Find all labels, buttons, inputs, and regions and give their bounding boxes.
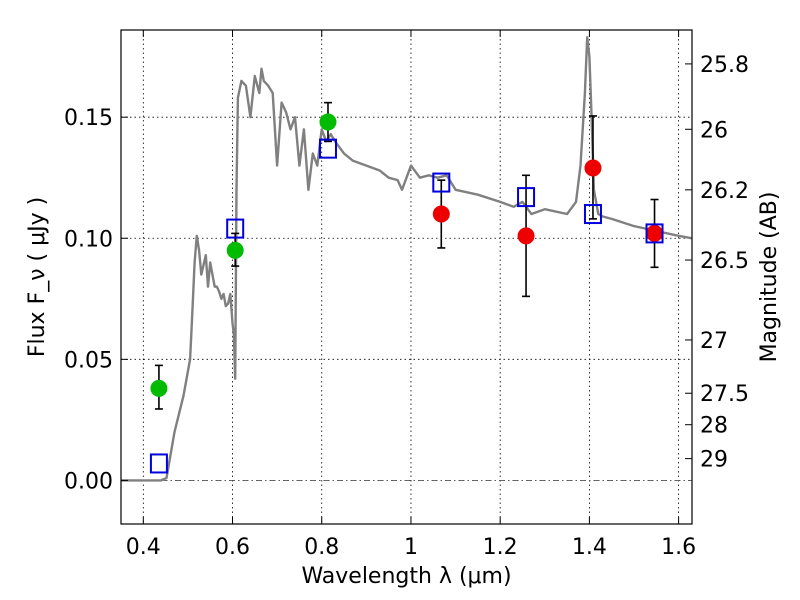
mag-tick-label: 28 <box>700 414 728 439</box>
model-point <box>432 172 451 193</box>
mag-tick-label: 29 <box>700 448 728 473</box>
spectrum-line <box>121 36 693 482</box>
y-tick-label: 0.00 <box>64 469 113 494</box>
data-point <box>432 205 450 223</box>
data-point <box>319 113 337 131</box>
model-spectrum <box>121 36 693 482</box>
model-point <box>149 453 168 474</box>
x-tick-label: 1.2 <box>483 535 518 560</box>
model-point <box>318 138 337 159</box>
plot-frame <box>120 29 693 525</box>
model-point <box>226 218 245 239</box>
model-point <box>583 204 602 225</box>
y-axis-label: Flux F_ν ( μJy ) <box>25 197 50 357</box>
data-point <box>150 379 168 397</box>
mag-tick-label: 25.8 <box>700 53 749 78</box>
y-tick-label: 0.10 <box>64 227 113 252</box>
mag-tick-label: 26.2 <box>700 179 749 204</box>
model-point <box>645 223 664 244</box>
tick-labels: 0.4 0.6 0.8 1 1.2 1.4 1.6 0.00 0.05 0.10 0.15 25.8 2… <box>64 53 749 560</box>
y-tick-label: 0.05 <box>64 348 113 373</box>
x-tick-label: 0.4 <box>126 535 161 560</box>
x-axis-label: Wavelength λ (μm) <box>301 564 511 589</box>
model-point <box>517 187 536 208</box>
mag-tick-label: 27.5 <box>700 382 749 407</box>
mag-tick-label: 27 <box>700 329 728 354</box>
axis-ticks <box>121 30 692 524</box>
data-point <box>226 241 244 259</box>
right-axis-label: Magnitude (AB) <box>757 192 782 363</box>
mag-tick-label: 26 <box>700 118 728 143</box>
data-point <box>517 227 535 245</box>
x-tick-label: 0.8 <box>304 535 339 560</box>
x-tick-label: 1 <box>404 535 418 560</box>
data-point <box>584 159 602 177</box>
data-point <box>646 224 664 242</box>
x-tick-label: 1.6 <box>661 535 696 560</box>
data-markers <box>149 113 664 474</box>
mag-tick-label: 26.5 <box>700 249 749 274</box>
x-tick-label: 0.6 <box>215 535 250 560</box>
x-tick-label: 1.4 <box>572 535 607 560</box>
y-tick-label: 0.15 <box>64 106 113 131</box>
